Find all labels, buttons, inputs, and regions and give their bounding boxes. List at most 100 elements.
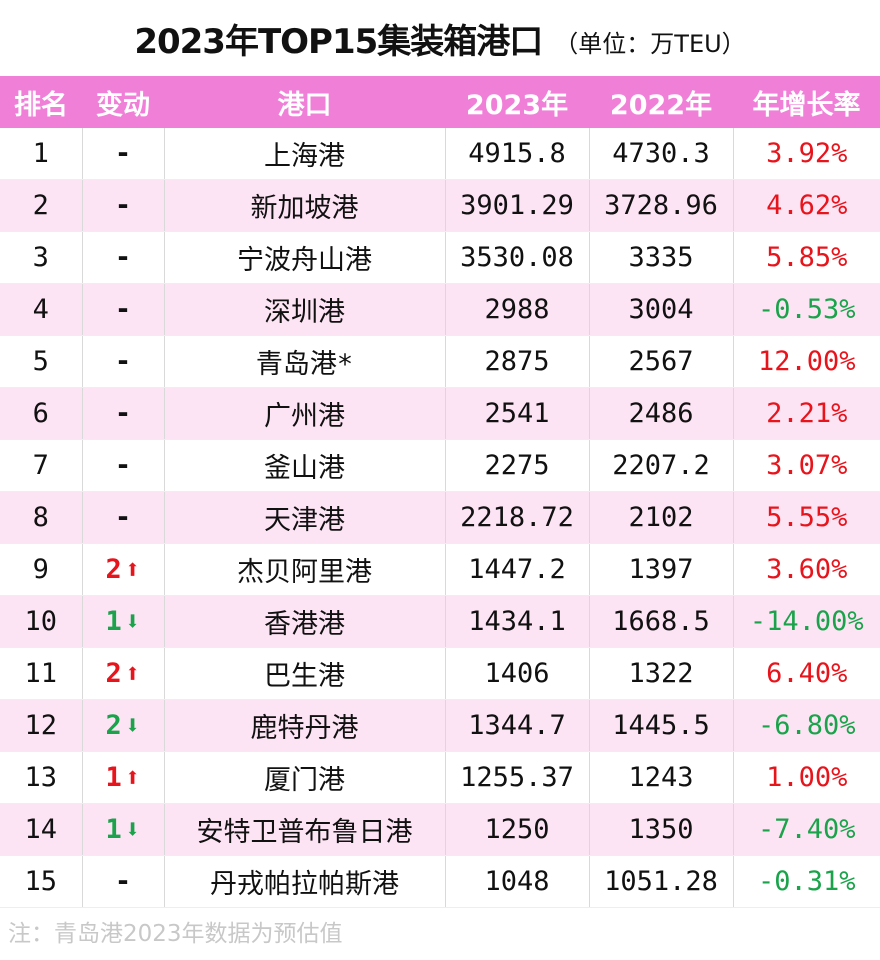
growth-rate-cell: 6.40% [733,647,880,700]
table-row: 13 1 ⬆ 厦门港 1255.37 1243 1.00% [0,751,880,804]
teu-2022-cell: 1322 [589,647,734,700]
growth-rate-cell: -0.53% [733,283,880,336]
rank-change-value: - [114,866,132,897]
table-row: 12 2 ⬇ 鹿特丹港 1344.7 1445.5 -6.80% [0,699,880,752]
teu-2023-cell: 2875 [445,335,590,388]
rank-change-value: - [114,294,132,325]
rank-cell: 10 [0,595,83,648]
rank-change-cell: - [82,179,165,232]
rank-change-value: 2 [105,710,122,741]
growth-rate-cell: 3.07% [733,439,880,492]
table-row: 1- 上海港 4915.8 4730.3 3.92% [0,128,880,180]
rank-change-value: - [114,398,132,429]
teu-2023-cell: 1255.37 [445,751,590,804]
table-row: 9 2 ⬆ 杰贝阿里港 1447.2 1397 3.60% [0,543,880,596]
header-growth: 年增长率 [733,76,880,128]
header-2023: 2023年 [445,76,589,128]
arrow-up-icon: ⬆ [124,555,141,585]
table-row: 2- 新加坡港 3901.29 3728.96 4.62% [0,179,880,232]
table-row: 14 1 ⬇ 安特卫普布鲁日港 1250 1350 -7.40% [0,803,880,856]
teu-2022-cell: 1350 [589,803,734,856]
rank-change-value: - [114,242,132,273]
growth-rate-cell: -0.31% [733,855,880,908]
rank-change-cell: 2 ⬆ [82,543,165,596]
teu-2022-cell: 2207.2 [589,439,734,492]
teu-2022-cell: 2567 [589,335,734,388]
port-name-cell: 香港港 [164,595,446,648]
teu-2023-cell: 1434.1 [445,595,590,648]
teu-2022-cell: 1051.28 [589,855,734,908]
port-name-cell: 新加坡港 [164,179,446,232]
footnote: 注：青岛港2023年数据为预估值 [8,921,343,947]
teu-2023-cell: 1406 [445,647,590,700]
arrow-down-icon: ⬇ [124,815,141,845]
teu-2023-cell: 2218.72 [445,491,590,544]
arrow-down-icon: ⬇ [124,711,141,741]
rank-change-value: 2 [105,658,122,689]
rank-change-value: 1 [105,606,122,637]
table-row: 10 1 ⬇ 香港港 1434.1 1668.5 -14.00% [0,595,880,648]
rank-change-cell: - [82,128,165,180]
port-ranking-table: 排名 变动 港口 2023年 2022年 年增长率 1- 上海港 4915.8 473… [0,76,880,908]
teu-2022-cell: 1668.5 [589,595,734,648]
teu-2022-cell: 1397 [589,543,734,596]
teu-2023-cell: 2988 [445,283,590,336]
rank-cell: 12 [0,699,83,752]
arrow-down-icon: ⬇ [124,607,141,637]
teu-2023-cell: 3530.08 [445,231,590,284]
header-port: 港口 [164,76,445,128]
rank-change-cell: 1 ⬇ [82,595,165,648]
rank-cell: 9 [0,543,83,596]
teu-2022-cell: 3335 [589,231,734,284]
header-2022: 2022年 [589,76,733,128]
table-row: 6- 广州港 2541 2486 2.21% [0,387,880,440]
rank-cell: 13 [0,751,83,804]
rank-change-value: 1 [105,814,122,845]
rank-cell: 5 [0,335,83,388]
arrow-up-icon: ⬆ [124,763,141,793]
table-row: 5- 青岛港* 2875 2567 12.00% [0,335,880,388]
rank-cell: 8 [0,491,83,544]
teu-2022-cell: 1243 [589,751,734,804]
rank-change-value: - [114,138,132,169]
rank-cell: 7 [0,439,83,492]
port-name-cell: 釜山港 [164,439,446,492]
rank-change-value: - [114,450,132,481]
growth-rate-cell: 3.92% [733,128,880,180]
teu-2022-cell: 4730.3 [589,128,734,180]
port-name-cell: 巴生港 [164,647,446,700]
table-row: 15- 丹戎帕拉帕斯港 1048 1051.28 -0.31% [0,855,880,908]
rank-change-value: - [114,502,132,533]
rank-change-cell: 2 ⬆ [82,647,165,700]
rank-change-cell: - [82,439,165,492]
port-name-cell: 天津港 [164,491,446,544]
table-row: 11 2 ⬆ 巴生港 1406 1322 6.40% [0,647,880,700]
growth-rate-cell: -6.80% [733,699,880,752]
rank-change-cell: - [82,855,165,908]
port-name-cell: 青岛港* [164,335,446,388]
rank-change-cell: - [82,231,165,284]
rank-change-cell: 1 ⬇ [82,803,165,856]
teu-2023-cell: 1048 [445,855,590,908]
table-row: 3- 宁波舟山港 3530.08 3335 5.85% [0,231,880,284]
rank-cell: 11 [0,647,83,700]
rank-cell: 15 [0,855,83,908]
rank-change-cell: - [82,491,165,544]
port-name-cell: 杰贝阿里港 [164,543,446,596]
table-header-row: 排名 变动 港口 2023年 2022年 年增长率 [0,76,880,128]
teu-2022-cell: 2486 [589,387,734,440]
teu-2022-cell: 1445.5 [589,699,734,752]
teu-2023-cell: 1344.7 [445,699,590,752]
growth-rate-cell: 4.62% [733,179,880,232]
growth-rate-cell: 1.00% [733,751,880,804]
port-name-cell: 宁波舟山港 [164,231,446,284]
teu-2023-cell: 2275 [445,439,590,492]
table-row: 8- 天津港 2218.72 2102 5.55% [0,491,880,544]
teu-2022-cell: 3728.96 [589,179,734,232]
rank-change-cell: 2 ⬇ [82,699,165,752]
rank-cell: 2 [0,179,83,232]
page-title: 2023年TOP15集装箱港口 [134,21,543,62]
rank-change-cell: - [82,283,165,336]
growth-rate-cell: 5.85% [733,231,880,284]
growth-rate-cell: 3.60% [733,543,880,596]
